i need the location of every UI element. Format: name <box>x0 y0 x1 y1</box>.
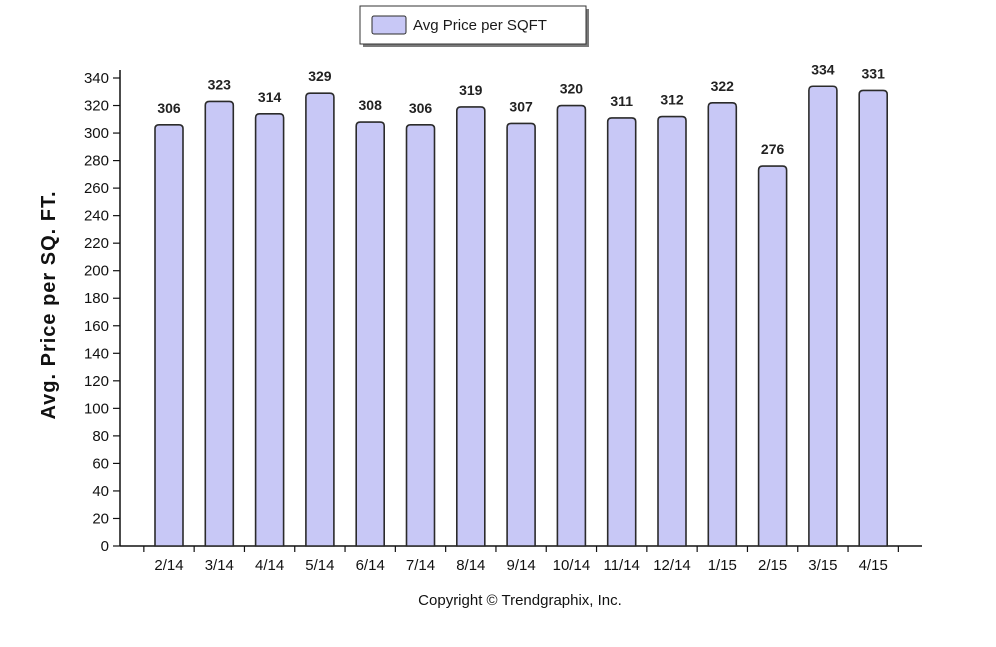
x-tick-label: 5/14 <box>305 557 334 574</box>
data-label: 311 <box>610 93 633 109</box>
y-tick-label: 120 <box>84 373 109 390</box>
bars: 306 323 314 329 308 306 319 307 320 311 312 322 276 3… <box>154 61 888 547</box>
x-tick-label: 12/14 <box>653 557 691 574</box>
data-label: 320 <box>560 81 584 97</box>
bar <box>456 106 486 547</box>
y-tick-label: 200 <box>84 263 109 280</box>
bar <box>355 121 385 547</box>
x-tick-label: 11/14 <box>603 557 639 574</box>
y-axis-title: Avg. Price per SQ. FT. <box>38 190 60 419</box>
x-tick-label: 7/14 <box>406 557 435 574</box>
legend-label: Avg Price per SQFT <box>413 17 547 34</box>
bar <box>405 124 436 547</box>
data-label: 306 <box>409 100 433 116</box>
x-tick-label: 4/15 <box>859 557 888 574</box>
y-tick-label: 280 <box>84 153 109 170</box>
y-tick-label: 340 <box>84 70 109 87</box>
bar <box>808 85 838 547</box>
data-label: 312 <box>660 92 684 108</box>
y-tick-label: 300 <box>84 125 109 142</box>
x-tick-label: 4/14 <box>255 557 284 574</box>
bar <box>606 117 637 547</box>
bar <box>757 165 788 547</box>
data-label: 306 <box>157 100 181 116</box>
data-label: 322 <box>711 78 735 94</box>
x-ticks: 2/14 3/14 4/14 5/14 6/14 7/14 8/14 9/14 10/14 11/… <box>143 546 899 574</box>
data-label: 331 <box>862 65 886 81</box>
y-tick-label: 180 <box>84 290 109 307</box>
legend: Avg Price per SQFT <box>359 5 589 47</box>
y-tick-label: 0 <box>101 538 109 555</box>
data-label: 276 <box>761 141 785 157</box>
y-tick-label: 260 <box>84 180 109 197</box>
x-tick-label: 3/15 <box>808 557 837 574</box>
bar <box>657 115 687 547</box>
bar <box>254 112 285 547</box>
x-tick-label: 9/14 <box>506 557 535 574</box>
x-tick-label: 2/15 <box>758 557 787 574</box>
y-tick-label: 220 <box>84 235 109 252</box>
x-tick-label: 2/14 <box>154 557 183 574</box>
x-tick-label: 3/14 <box>205 557 234 574</box>
y-ticks: 0 20 40 60 80 100 120 140 160 180 200 220 240 260 280 3… <box>84 70 120 555</box>
y-tick-label: 100 <box>84 400 109 417</box>
bar <box>506 122 536 547</box>
x-tick-label: 6/14 <box>356 557 385 574</box>
data-label: 323 <box>208 76 232 92</box>
data-label: 319 <box>459 82 483 98</box>
y-tick-label: 60 <box>92 455 109 472</box>
x-tick-label: 8/14 <box>456 557 485 574</box>
x-tick-label: 10/14 <box>553 557 591 574</box>
y-tick-label: 320 <box>84 98 109 115</box>
bar <box>858 89 888 547</box>
data-label: 307 <box>509 98 533 114</box>
copyright-text: Copyright © Trendgraphix, Inc. <box>418 592 622 609</box>
y-tick-label: 160 <box>84 318 109 335</box>
data-label: 308 <box>359 97 383 113</box>
y-tick-label: 140 <box>84 345 109 362</box>
data-label: 329 <box>308 68 332 84</box>
x-tick-label: 1/15 <box>708 557 737 574</box>
y-tick-label: 240 <box>84 208 109 225</box>
bar <box>154 124 184 547</box>
bar <box>556 104 587 547</box>
y-tick-label: 80 <box>92 428 109 445</box>
y-tick-label: 40 <box>92 483 109 500</box>
bar <box>204 100 235 547</box>
y-tick-label: 20 <box>92 510 109 527</box>
bar <box>305 92 335 547</box>
data-label: 314 <box>258 89 282 105</box>
bar <box>707 101 738 547</box>
legend-swatch <box>371 15 407 35</box>
data-label: 334 <box>811 61 835 77</box>
